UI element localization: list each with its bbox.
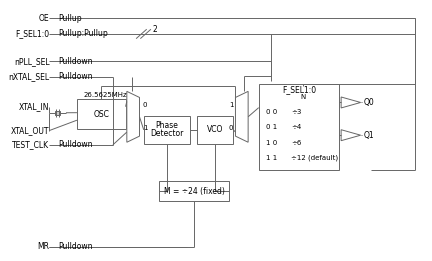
Text: 1: 1 [143,125,147,131]
Polygon shape [127,91,140,142]
Text: Pulldown: Pulldown [58,73,92,81]
Text: Q1: Q1 [364,131,375,140]
Text: 0 1: 0 1 [266,124,277,130]
Bar [55,111,60,115]
Text: 1 0: 1 0 [266,140,277,145]
Text: TEST_CLK: TEST_CLK [13,140,50,149]
Polygon shape [235,91,248,142]
Text: 1: 1 [229,102,233,108]
Bar [144,116,190,144]
Bar [77,99,126,129]
Text: F_SEL1:0: F_SEL1:0 [282,85,316,94]
Text: N: N [300,94,305,100]
Text: 0: 0 [143,102,147,108]
Text: MR: MR [38,242,50,251]
Text: Phase: Phase [156,121,178,130]
Text: 2: 2 [152,25,157,34]
Text: nPLL_SEL: nPLL_SEL [14,57,50,66]
Text: Pulldown: Pulldown [58,140,92,149]
Text: ÷3: ÷3 [291,109,302,115]
Text: XTAL_OUT: XTAL_OUT [11,126,50,135]
Text: Pullup:Pullup: Pullup:Pullup [58,29,108,38]
Bar [159,181,229,201]
Text: ÷6: ÷6 [291,140,302,145]
Text: ÷4: ÷4 [291,124,302,130]
Text: OSC: OSC [93,110,109,119]
Polygon shape [341,130,361,141]
Text: M = ÷24 (fixed): M = ÷24 (fixed) [164,187,225,196]
Text: 1 1: 1 1 [266,155,277,161]
Text: Pulldown: Pulldown [58,57,92,66]
Text: 26.5625MHz: 26.5625MHz [83,92,127,98]
Text: Pulldown: Pulldown [58,242,92,251]
Text: VCO: VCO [207,125,224,134]
Text: Detector: Detector [150,129,184,138]
Text: Pullup: Pullup [58,14,82,23]
Text: 0 0: 0 0 [266,109,277,115]
Text: Q0: Q0 [364,98,375,107]
Text: 0: 0 [229,125,233,131]
Text: F_SEL1:0: F_SEL1:0 [16,29,50,38]
Text: nXTAL_SEL: nXTAL_SEL [8,73,50,81]
Bar [197,116,233,144]
Text: XTAL_IN: XTAL_IN [19,103,50,111]
Text: OE: OE [39,14,50,23]
Bar [259,84,339,170]
Text: ÷12 (default): ÷12 (default) [291,155,338,161]
Polygon shape [341,97,361,108]
